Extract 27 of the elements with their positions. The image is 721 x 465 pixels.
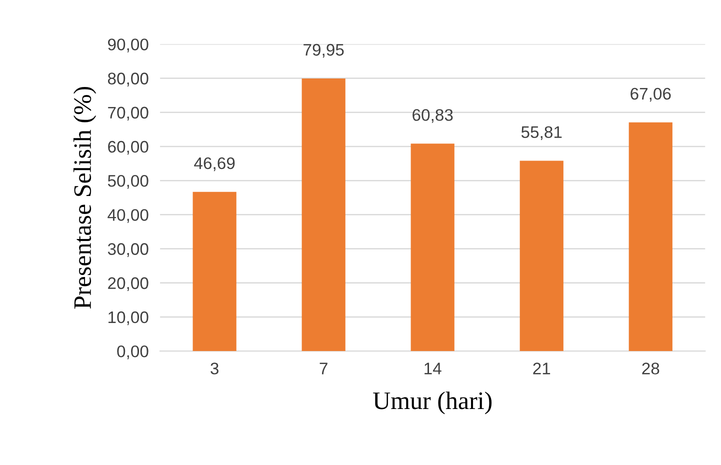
y-tick-label: 60,00	[108, 140, 148, 155]
y-tick-label: 30,00	[108, 243, 148, 257]
x-tick-label: 3	[210, 362, 218, 374]
data-label: 46,69	[194, 157, 235, 172]
y-tick-label: 80,00	[108, 72, 148, 86]
x-tick-label: 21	[533, 362, 550, 374]
y-tick-label: 40,00	[108, 209, 148, 223]
y-axis-title: Presentase Selisih (%)	[73, 86, 96, 309]
bar	[520, 160, 564, 352]
y-tick-label: 50,00	[108, 174, 148, 189]
bar	[302, 78, 346, 352]
y-tick-label: 0,00	[117, 345, 148, 360]
data-label: 67,06	[630, 88, 671, 102]
data-label: 60,83	[412, 109, 453, 123]
bar	[192, 192, 236, 352]
data-label: 79,95	[304, 44, 344, 58]
bar	[410, 144, 454, 352]
bar	[628, 122, 672, 352]
x-tick-label: 7	[320, 362, 328, 374]
x-tick-label: 14	[424, 362, 442, 374]
y-tick-label: 10,00	[108, 311, 148, 326]
y-tick-label: 70,00	[108, 106, 148, 121]
x-axis-title: Umur (hari)	[373, 392, 492, 414]
data-label: 55,81	[521, 126, 562, 140]
x-tick-label: 28	[642, 362, 660, 374]
y-tick-label: 20,00	[108, 277, 148, 292]
y-tick-label: 90,00	[108, 38, 148, 52]
